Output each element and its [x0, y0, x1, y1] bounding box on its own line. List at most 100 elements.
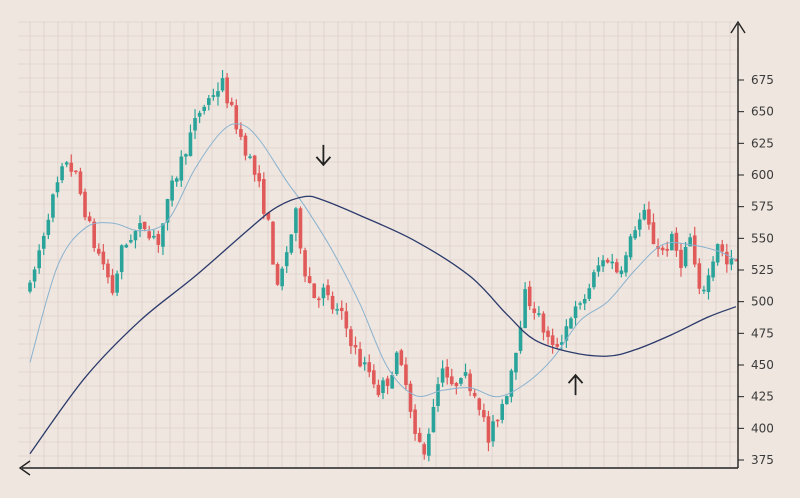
candle-down	[372, 370, 376, 385]
candle-down	[74, 170, 78, 173]
candle-up	[578, 303, 582, 305]
candle-down	[692, 235, 697, 265]
candle-up	[202, 106, 207, 111]
down-arrow-icon	[315, 144, 332, 167]
candle-down	[445, 366, 449, 378]
y-axis-ticks: 375 400 425 450 475 500 525 550 575 600 625 650 675	[738, 73, 774, 467]
candle-down	[92, 221, 96, 248]
candle-up	[706, 275, 711, 293]
candle-up	[206, 98, 211, 105]
candle-down	[482, 410, 486, 418]
candle-down	[615, 262, 619, 273]
candle-down	[674, 232, 679, 251]
y-tick-label: 450	[751, 358, 774, 372]
candle-down	[262, 179, 266, 214]
candle-down	[353, 345, 358, 348]
y-tick-label: 475	[751, 326, 774, 340]
candle-up	[216, 91, 220, 97]
candle-up	[161, 223, 165, 247]
candlesticks	[28, 70, 738, 462]
candle-down	[417, 432, 422, 442]
candle-down	[303, 250, 307, 277]
candle-up	[642, 209, 647, 220]
candle-down	[725, 251, 729, 265]
candle-down	[275, 264, 280, 285]
candle-up	[362, 362, 367, 365]
candle-down	[422, 444, 427, 455]
candle-up	[51, 194, 55, 218]
candle-up	[170, 180, 174, 201]
candle-down	[555, 344, 560, 347]
candle-up	[60, 166, 64, 181]
candle-down	[317, 298, 321, 301]
candle-up	[46, 219, 51, 235]
candle-up	[715, 244, 720, 263]
y-tick-label: 550	[751, 231, 774, 245]
candle-up	[601, 260, 605, 267]
candle-up	[628, 236, 633, 258]
candle-down	[413, 409, 417, 434]
candle-up	[284, 252, 289, 267]
candle-up	[119, 245, 124, 273]
candle-down	[96, 248, 101, 254]
candle-down	[376, 384, 381, 396]
y-tick-label: 425	[751, 390, 774, 404]
candle-up	[280, 268, 284, 287]
grid	[18, 21, 738, 468]
candle-up	[729, 258, 734, 265]
candle-up	[711, 261, 715, 278]
candle-up	[688, 237, 692, 247]
candle-down	[147, 231, 151, 239]
candle-down	[550, 335, 555, 346]
y-tick-label: 675	[751, 73, 774, 87]
candle-up	[683, 247, 688, 267]
candle-down	[495, 419, 500, 422]
annotations	[315, 144, 584, 396]
candle-down	[339, 307, 344, 312]
candle-down	[408, 383, 413, 412]
candle-down	[697, 263, 702, 289]
candle-down	[527, 286, 532, 307]
candle-up	[509, 370, 514, 397]
candle-up	[624, 255, 628, 273]
candle-down	[312, 283, 317, 299]
candle-down	[87, 216, 92, 222]
candle-up	[289, 234, 294, 253]
slow-moving-average-line	[29, 195, 737, 455]
candle-down	[454, 383, 459, 387]
candle-up	[197, 112, 202, 117]
candle-up	[619, 270, 624, 275]
candle-up	[179, 156, 184, 181]
candle-down	[720, 244, 725, 252]
candle-down	[468, 373, 472, 392]
candle-up	[592, 272, 596, 288]
candle-up	[573, 306, 578, 319]
candle-up	[32, 269, 37, 282]
candle-up	[381, 380, 385, 394]
candle-down	[367, 362, 372, 373]
candle-up	[133, 231, 138, 241]
candle-up	[504, 396, 509, 405]
candle-down	[449, 376, 454, 385]
y-tick-label: 500	[751, 295, 774, 309]
candle-up	[248, 156, 252, 158]
candle-up	[335, 309, 339, 311]
candle-up	[390, 375, 394, 389]
candle-down	[472, 392, 477, 397]
candle-up	[633, 230, 637, 239]
candle-down	[660, 247, 665, 251]
candle-down	[349, 329, 353, 347]
candle-up	[220, 78, 225, 91]
candle-up	[587, 288, 592, 299]
candle-down	[229, 101, 234, 105]
candle-up	[702, 289, 706, 292]
candle-down	[83, 191, 87, 218]
y-tick-label: 525	[751, 263, 774, 277]
candle-down	[647, 209, 651, 225]
candle-up	[28, 282, 32, 292]
candle-down	[358, 348, 362, 367]
candle-down	[679, 249, 683, 269]
candle-up	[124, 244, 129, 248]
candle-up	[138, 223, 142, 230]
